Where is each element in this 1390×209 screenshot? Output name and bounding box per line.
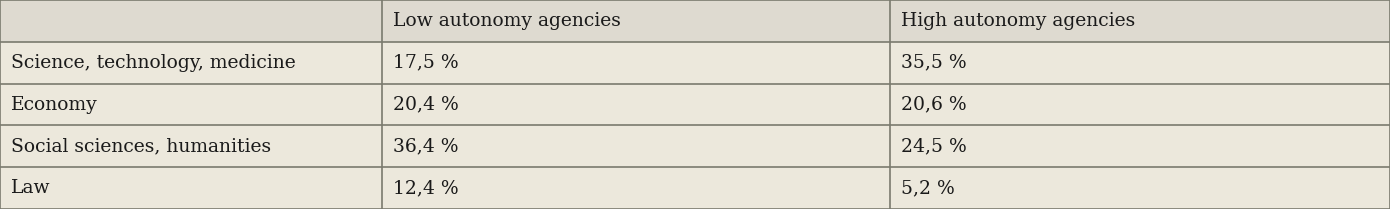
Bar: [890, 167, 1390, 209]
Bar: [382, 125, 890, 167]
Text: 36,4 %: 36,4 %: [393, 137, 459, 155]
Bar: [382, 84, 890, 125]
Bar: [890, 0, 1390, 42]
Bar: [890, 84, 1390, 125]
Text: 17,5 %: 17,5 %: [393, 54, 459, 72]
Bar: [0, 125, 382, 167]
Bar: [0, 167, 382, 209]
Bar: [382, 167, 890, 209]
Text: 20,6 %: 20,6 %: [901, 96, 966, 113]
Text: High autonomy agencies: High autonomy agencies: [901, 12, 1136, 30]
Text: 35,5 %: 35,5 %: [901, 54, 966, 72]
Text: Science, technology, medicine: Science, technology, medicine: [11, 54, 296, 72]
Text: 5,2 %: 5,2 %: [901, 179, 955, 197]
Bar: [382, 42, 890, 84]
Text: Social sciences, humanities: Social sciences, humanities: [11, 137, 271, 155]
Bar: [382, 0, 890, 42]
Text: Law: Law: [11, 179, 50, 197]
Text: 24,5 %: 24,5 %: [901, 137, 966, 155]
Text: 20,4 %: 20,4 %: [393, 96, 459, 113]
Bar: [0, 0, 382, 42]
Bar: [0, 84, 382, 125]
Text: 12,4 %: 12,4 %: [393, 179, 459, 197]
Text: Economy: Economy: [11, 96, 97, 113]
Bar: [890, 42, 1390, 84]
Text: Low autonomy agencies: Low autonomy agencies: [393, 12, 621, 30]
Bar: [0, 42, 382, 84]
Bar: [890, 125, 1390, 167]
